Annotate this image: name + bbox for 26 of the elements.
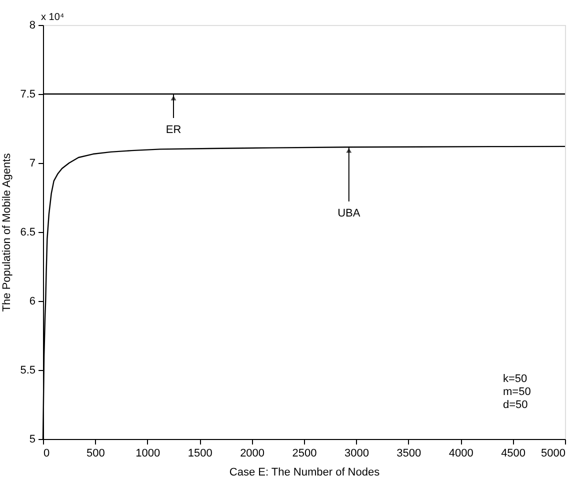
x-tick-label: 4000 (448, 448, 474, 460)
y-tick-label: 7 (29, 158, 36, 170)
annotation: d=50 (503, 399, 528, 411)
annotation: ER (166, 124, 182, 136)
annotation: k=50 (503, 373, 528, 385)
y-tick-label: 5.5 (20, 364, 36, 376)
y-tick-label: 8 (29, 20, 36, 32)
x-axis-title: Case E: The Number of Nodes (229, 466, 380, 478)
x-tick-label: 1500 (188, 448, 212, 460)
y-tick-label: 5 (29, 434, 36, 446)
x-tick-label: 2000 (240, 448, 265, 460)
annotation: m=50 (503, 386, 531, 398)
y-tick-label: 6.5 (20, 226, 36, 238)
x-tick-label: 0 (44, 448, 50, 460)
x-tick-label: 1000 (136, 448, 160, 460)
x-tick-label: 3000 (344, 448, 369, 460)
y-tick-label: 7.5 (20, 88, 36, 100)
annotation: UBA (338, 207, 361, 220)
x-tick-label: 3500 (396, 448, 422, 460)
x-tick-label: 5000 (541, 448, 566, 460)
x-tick-label: 500 (86, 448, 105, 460)
x-tick-label: 2500 (292, 448, 317, 460)
text: x 10⁴ (41, 12, 64, 23)
y-tick-label: 6 (29, 296, 36, 308)
x-tick-label: 4500 (501, 448, 526, 460)
y-axis-title: The Population of Mobile Agents (1, 152, 14, 312)
